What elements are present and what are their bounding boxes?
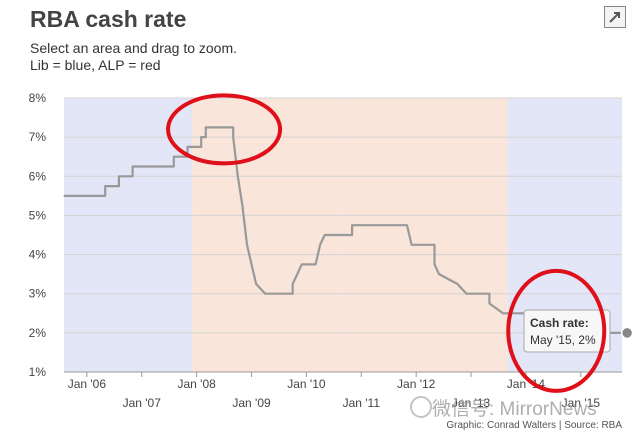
data-point — [118, 185, 120, 187]
expand-button[interactable] — [604, 6, 626, 28]
data-point — [351, 224, 353, 226]
data-point — [488, 293, 490, 295]
data-point — [118, 175, 120, 177]
watermark-text: 微信号: MirrorNews — [432, 399, 597, 420]
y-tick-label: 3% — [29, 287, 47, 301]
data-point — [324, 234, 326, 236]
highlight-circle-current — [506, 268, 607, 393]
chart-title: RBA cash rate — [30, 6, 187, 32]
x-tick-label: Jan '10 — [287, 377, 326, 391]
data-point — [241, 205, 243, 207]
x-tick-label: Jan '13 — [452, 396, 491, 410]
data-point — [314, 263, 317, 265]
data-point — [186, 146, 189, 148]
chart-credit: Graphic: Conrad Walters | Source: RBA — [446, 420, 622, 431]
data-point — [488, 302, 490, 305]
data-point — [63, 195, 65, 197]
data-point — [406, 224, 408, 226]
data-point — [200, 146, 202, 148]
highlight-marker — [620, 326, 634, 340]
y-tick-label: 8% — [29, 91, 47, 105]
data-point — [173, 165, 175, 168]
data-point — [465, 293, 468, 295]
expand-icon — [609, 12, 620, 23]
band-lib-0 — [64, 98, 193, 372]
y-tick-label: 6% — [29, 169, 47, 183]
data-point — [104, 185, 106, 187]
x-tick-label: Jan '09 — [232, 396, 271, 410]
data-point — [319, 244, 321, 246]
data-point — [456, 283, 458, 285]
data-point — [237, 175, 239, 177]
data-point — [232, 126, 234, 128]
data-point — [246, 244, 248, 246]
x-tick-label: Jan '15 — [562, 396, 601, 410]
x-tick-label: Jan '11 — [343, 396, 381, 410]
y-tick-label: 7% — [29, 130, 47, 144]
x-tick-label: Jan '08 — [177, 377, 216, 391]
band-alp-2 — [338, 98, 508, 372]
tooltip-value: May '15, 2% — [530, 333, 596, 347]
y-tick-label: 1% — [29, 365, 47, 379]
y-tick-label: 4% — [29, 248, 47, 262]
y-tick-label: 5% — [29, 208, 47, 222]
data-point — [132, 175, 134, 177]
data-point — [255, 283, 257, 285]
x-tick-label: Jan '06 — [68, 377, 107, 391]
data-point — [232, 136, 234, 138]
data-point — [292, 283, 294, 285]
data-point — [205, 126, 207, 128]
x-tick-label: Jan '12 — [397, 377, 436, 391]
tooltip-label: Cash rate: — [530, 316, 589, 330]
highlight-circle-peak — [166, 93, 283, 166]
data-point — [292, 293, 294, 295]
x-tick-label: Jan '07 — [123, 396, 162, 410]
data-point — [433, 263, 436, 265]
wechat-icon — [410, 396, 432, 418]
band-alp-1 — [192, 98, 339, 372]
chart-subtitle-zoom: Select an area and drag to zoom. — [30, 40, 238, 56]
data-point — [173, 156, 175, 158]
data-point — [411, 244, 413, 246]
data-point — [200, 136, 202, 138]
data-point — [264, 293, 266, 295]
data-point — [132, 165, 134, 168]
y-tick-label: 2% — [29, 326, 47, 340]
chart-subtitle-legend: Lib = blue, ALP = red — [30, 57, 161, 73]
data-point — [433, 244, 436, 246]
data-point — [296, 273, 298, 275]
data-point — [351, 234, 353, 236]
tooltip-box — [523, 309, 611, 353]
data-point — [502, 312, 504, 314]
data-point — [301, 263, 303, 265]
data-point — [205, 136, 207, 138]
data-point — [104, 195, 106, 197]
data-point — [438, 273, 440, 275]
